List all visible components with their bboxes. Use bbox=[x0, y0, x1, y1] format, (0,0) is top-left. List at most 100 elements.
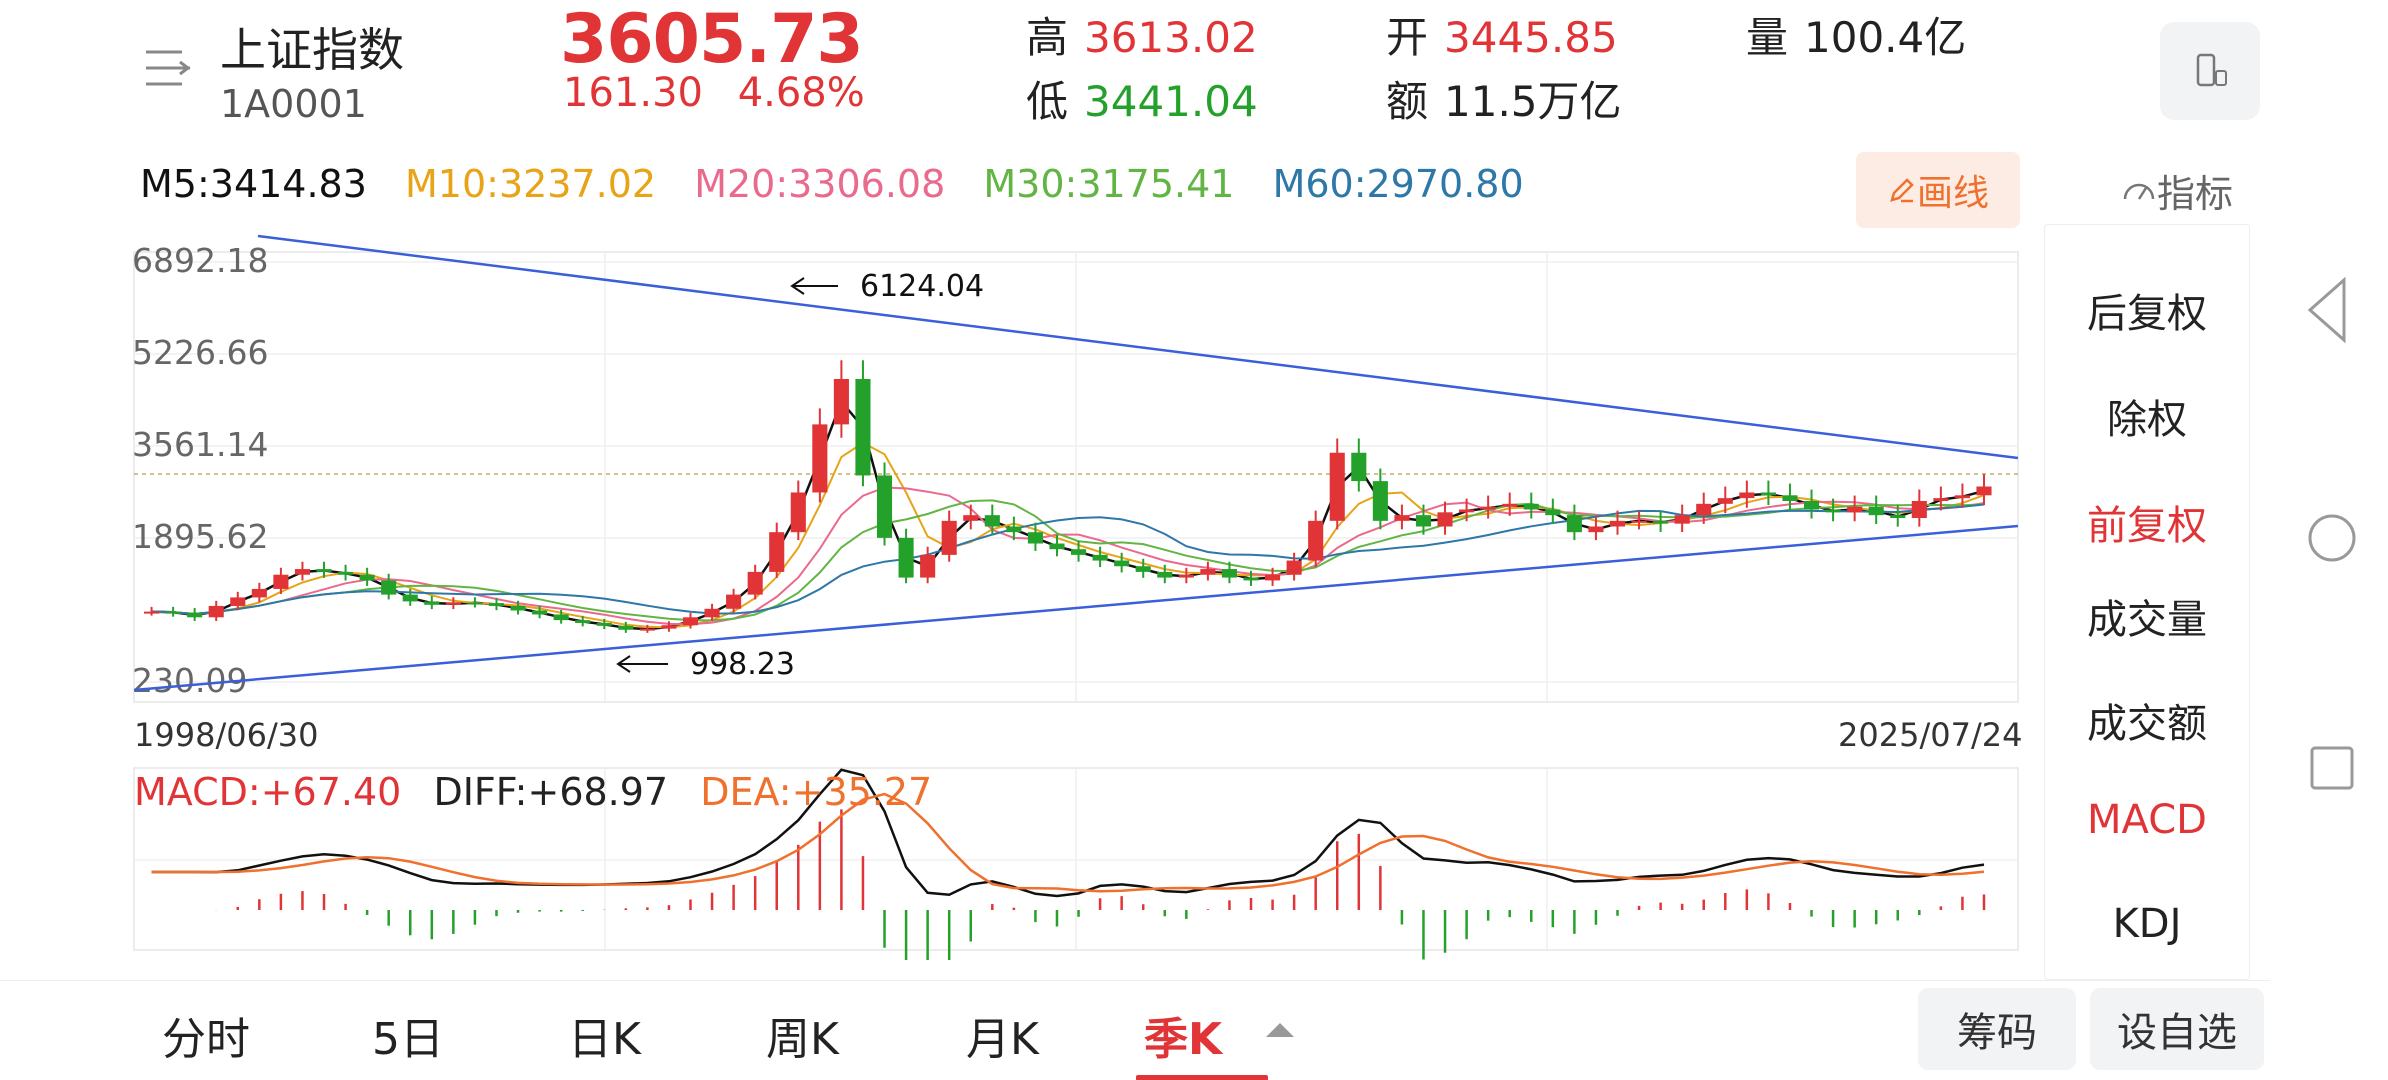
candle-body bbox=[1847, 506, 1863, 513]
pencil-icon bbox=[1890, 178, 1914, 203]
macd-lines bbox=[151, 768, 1985, 898]
candle-body bbox=[1696, 503, 1712, 516]
candle-body bbox=[1502, 503, 1518, 507]
candle-body bbox=[1265, 574, 1281, 581]
portrait-mode-button[interactable] bbox=[2160, 22, 2260, 120]
candle-body bbox=[1027, 532, 1043, 544]
diff-value: DIFF:+68.97 bbox=[433, 770, 669, 814]
candle-body bbox=[251, 588, 267, 598]
candle-body bbox=[833, 378, 849, 425]
high-label: 高 bbox=[1026, 13, 1069, 62]
macd-chart[interactable] bbox=[0, 760, 2030, 960]
candle-body bbox=[208, 605, 224, 618]
y-tick-label: 1895.62 bbox=[132, 517, 268, 556]
amount-value: 11.5万亿 bbox=[1444, 77, 1622, 126]
candle-body bbox=[1394, 515, 1410, 521]
candle-body bbox=[1890, 515, 1906, 519]
candle-body bbox=[596, 622, 612, 626]
back-icon[interactable] bbox=[2307, 276, 2346, 344]
dea-value: DEA:+35.27 bbox=[700, 770, 933, 814]
open-stat: 开 3445.85 bbox=[1386, 4, 1618, 65]
candle-body bbox=[747, 571, 763, 595]
price-change: 161.30 4.68% bbox=[563, 70, 887, 116]
volume-label: 量 bbox=[1746, 13, 1789, 62]
home-icon[interactable] bbox=[2308, 514, 2356, 562]
indicator-button[interactable]: 指标 bbox=[2094, 152, 2260, 228]
candle-body bbox=[1480, 506, 1496, 510]
candle-body bbox=[1221, 569, 1237, 578]
macd-value: MACD:+67.40 bbox=[134, 770, 402, 814]
change-absolute: 161.30 bbox=[563, 70, 703, 116]
candle-body bbox=[1674, 515, 1690, 524]
moving-average-lines bbox=[151, 399, 1985, 631]
candle-body bbox=[1459, 509, 1475, 513]
candle-body bbox=[1868, 506, 1884, 516]
change-percent: 4.68% bbox=[737, 70, 865, 116]
candle-body bbox=[1954, 495, 1970, 499]
candle-body bbox=[1415, 515, 1432, 527]
candle-body bbox=[1911, 500, 1927, 519]
option-macd[interactable]: MACD bbox=[2087, 797, 2207, 843]
option-kdj[interactable]: KDJ bbox=[2112, 901, 2182, 947]
candle-body bbox=[682, 617, 699, 626]
menu-icon[interactable] bbox=[142, 42, 194, 94]
option-volume[interactable]: 成交量 bbox=[2087, 597, 2207, 643]
candle-body bbox=[1631, 520, 1647, 523]
draw-line-button[interactable]: 画线 bbox=[1856, 152, 2020, 228]
moving-average-legend: M5:3414.83 M10:3237.02 M20:3306.08 M30:3… bbox=[140, 162, 1550, 206]
ma-line bbox=[151, 503, 1985, 615]
ma5-label: M5:3414.83 bbox=[140, 162, 367, 206]
candle-body bbox=[984, 515, 1000, 527]
candle-body bbox=[1588, 526, 1604, 533]
candle-body bbox=[381, 580, 397, 595]
active-tab-indicator bbox=[1136, 1075, 1268, 1080]
chart-annotations: 6124.04 998.23 bbox=[616, 269, 984, 682]
recents-icon[interactable] bbox=[2310, 746, 2354, 790]
option-forward-adjust[interactable]: 前复权 bbox=[2087, 503, 2207, 549]
kline-chart[interactable]: 6892.18 5226.66 3561.14 1895.62 230.09 6124.… bbox=[0, 220, 2030, 710]
candle-body bbox=[1286, 560, 1302, 575]
index-name: 上证指数 bbox=[220, 23, 404, 77]
candle-body bbox=[1545, 509, 1561, 516]
add-watchlist-button[interactable]: 设自选 bbox=[2090, 988, 2264, 1070]
caret-up-icon[interactable] bbox=[1266, 1023, 1294, 1037]
candle-body bbox=[1243, 577, 1259, 581]
candle-body bbox=[467, 602, 483, 605]
tab-intraday[interactable]: 分时 bbox=[162, 1014, 250, 1065]
candle-body bbox=[1200, 569, 1216, 575]
candle-body bbox=[1071, 549, 1087, 555]
candle-body bbox=[1178, 574, 1194, 578]
candle-body bbox=[898, 537, 914, 578]
option-backward-adjust[interactable]: 后复权 bbox=[2087, 291, 2207, 337]
high-stat: 高 3613.02 bbox=[1026, 4, 1258, 65]
open-value: 3445.85 bbox=[1444, 13, 1618, 62]
ma60-label: M60:2970.80 bbox=[1272, 162, 1524, 206]
candle-body bbox=[1157, 571, 1173, 578]
high-annotation: 6124.04 bbox=[860, 269, 984, 304]
candle-body bbox=[1717, 498, 1733, 504]
trend-lines bbox=[133, 234, 2019, 692]
tab-quarterly[interactable]: 季K bbox=[1144, 1014, 1223, 1065]
y-axis-ticks: 6892.18 5226.66 3561.14 1895.62 230.09 bbox=[132, 241, 268, 700]
tab-monthly[interactable]: 月K bbox=[966, 1014, 1039, 1065]
candle-body bbox=[1523, 503, 1539, 510]
index-code: 1A0001 bbox=[220, 82, 367, 126]
candle-body bbox=[294, 569, 310, 575]
candle-body bbox=[1114, 560, 1130, 567]
candle-body bbox=[704, 608, 720, 618]
tab-daily[interactable]: 日K bbox=[568, 1014, 641, 1065]
open-label: 开 bbox=[1386, 13, 1429, 62]
chips-button[interactable]: 筹码 bbox=[1918, 988, 2076, 1070]
candle-body bbox=[532, 610, 548, 615]
option-amount[interactable]: 成交额 bbox=[2087, 701, 2207, 747]
candle-body bbox=[510, 605, 526, 611]
draw-line-label: 画线 bbox=[1916, 173, 1989, 214]
candle-body bbox=[488, 603, 505, 606]
option-ex-rights[interactable]: 除权 bbox=[2107, 397, 2187, 443]
candle-body bbox=[1372, 481, 1388, 521]
tab-5day[interactable]: 5日 bbox=[372, 1014, 444, 1065]
candle-body bbox=[1566, 515, 1582, 533]
candle-body bbox=[316, 569, 332, 572]
candle-body bbox=[445, 602, 461, 605]
tab-weekly[interactable]: 周K bbox=[766, 1014, 839, 1065]
